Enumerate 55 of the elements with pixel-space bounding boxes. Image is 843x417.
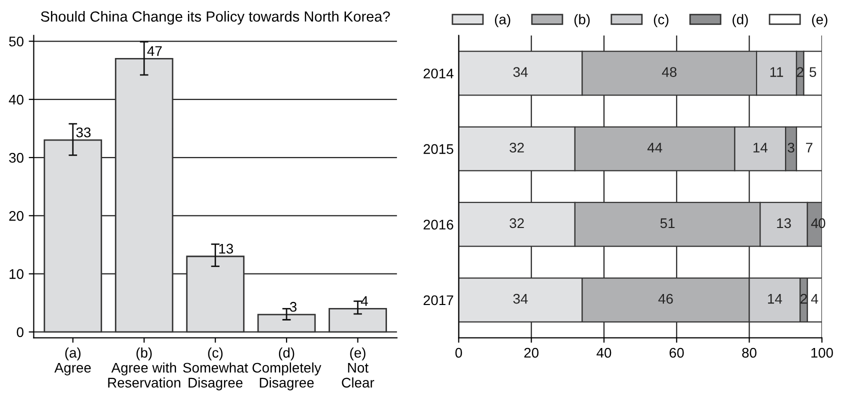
x-tick-label: 0 — [455, 348, 462, 358]
bar — [44, 139, 102, 333]
data-label: 32 — [510, 218, 524, 228]
y-tick-label: 2014 — [424, 68, 454, 78]
data-label: 4 — [811, 294, 818, 304]
x-tick-label: (c) Somewhat Disagree — [183, 347, 248, 390]
x-tick-label: 40 — [596, 348, 612, 358]
legend-label: (b) — [574, 14, 590, 28]
y-tick-label: 2017 — [424, 295, 454, 306]
data-label: 14 — [768, 294, 782, 304]
data-label: 32 — [510, 142, 524, 153]
x-tick-label: 20 — [524, 348, 539, 358]
legend-label: (e) — [812, 14, 828, 28]
data-label: 47 — [147, 46, 162, 56]
data-label: 2 — [800, 294, 807, 304]
bar — [186, 256, 245, 333]
data-label: 7 — [806, 142, 812, 152]
y-tick-label: 30 — [9, 152, 24, 163]
y-tick-label: 2015 — [424, 144, 454, 154]
x-tick-label: (e) Not Clear — [342, 347, 374, 388]
data-label: 3 — [290, 302, 297, 312]
data-label: 4 — [360, 296, 368, 306]
data-label: 48 — [662, 67, 676, 77]
data-label: 44 — [647, 142, 662, 152]
legend-label: (c) — [654, 14, 668, 28]
data-label: 4 — [811, 218, 818, 228]
x-tick-label: (b) Agree with Reservation — [108, 347, 180, 388]
bar — [114, 58, 174, 333]
y-tick-label: 2016 — [424, 220, 454, 230]
x-tick-label: (a) Agree — [54, 347, 91, 376]
data-label: 11 — [770, 67, 784, 77]
data-label: 14 — [754, 142, 768, 152]
data-label: 46 — [658, 294, 673, 304]
data-label: 13 — [219, 244, 234, 254]
legend-label: (a) — [494, 14, 510, 28]
y-tick-label: 10 — [10, 269, 24, 279]
x-tick-label: 80 — [742, 348, 756, 358]
legend-label: (d) — [732, 14, 748, 28]
bar — [328, 308, 387, 333]
y-tick-label: 50 — [9, 36, 24, 46]
x-tick-label: (d) Completely Disagree — [252, 347, 322, 390]
data-label: 33 — [76, 128, 91, 138]
x-tick-label: 100 — [811, 348, 833, 358]
data-label: 5 — [810, 67, 816, 77]
y-tick-label: 20 — [9, 211, 24, 221]
y-tick-label: 0 — [16, 327, 24, 338]
bar — [257, 314, 316, 333]
data-label: 3 — [788, 142, 794, 153]
data-label: 13 — [777, 218, 791, 228]
y-tick-label: 40 — [8, 94, 24, 105]
chart-title: Should China Change its Policy towards North Korea? — [40, 10, 390, 25]
x-tick-label: 60 — [670, 348, 684, 358]
data-label: 34 — [513, 294, 528, 304]
data-label: 34 — [513, 67, 528, 77]
data-label: 51 — [660, 218, 675, 228]
